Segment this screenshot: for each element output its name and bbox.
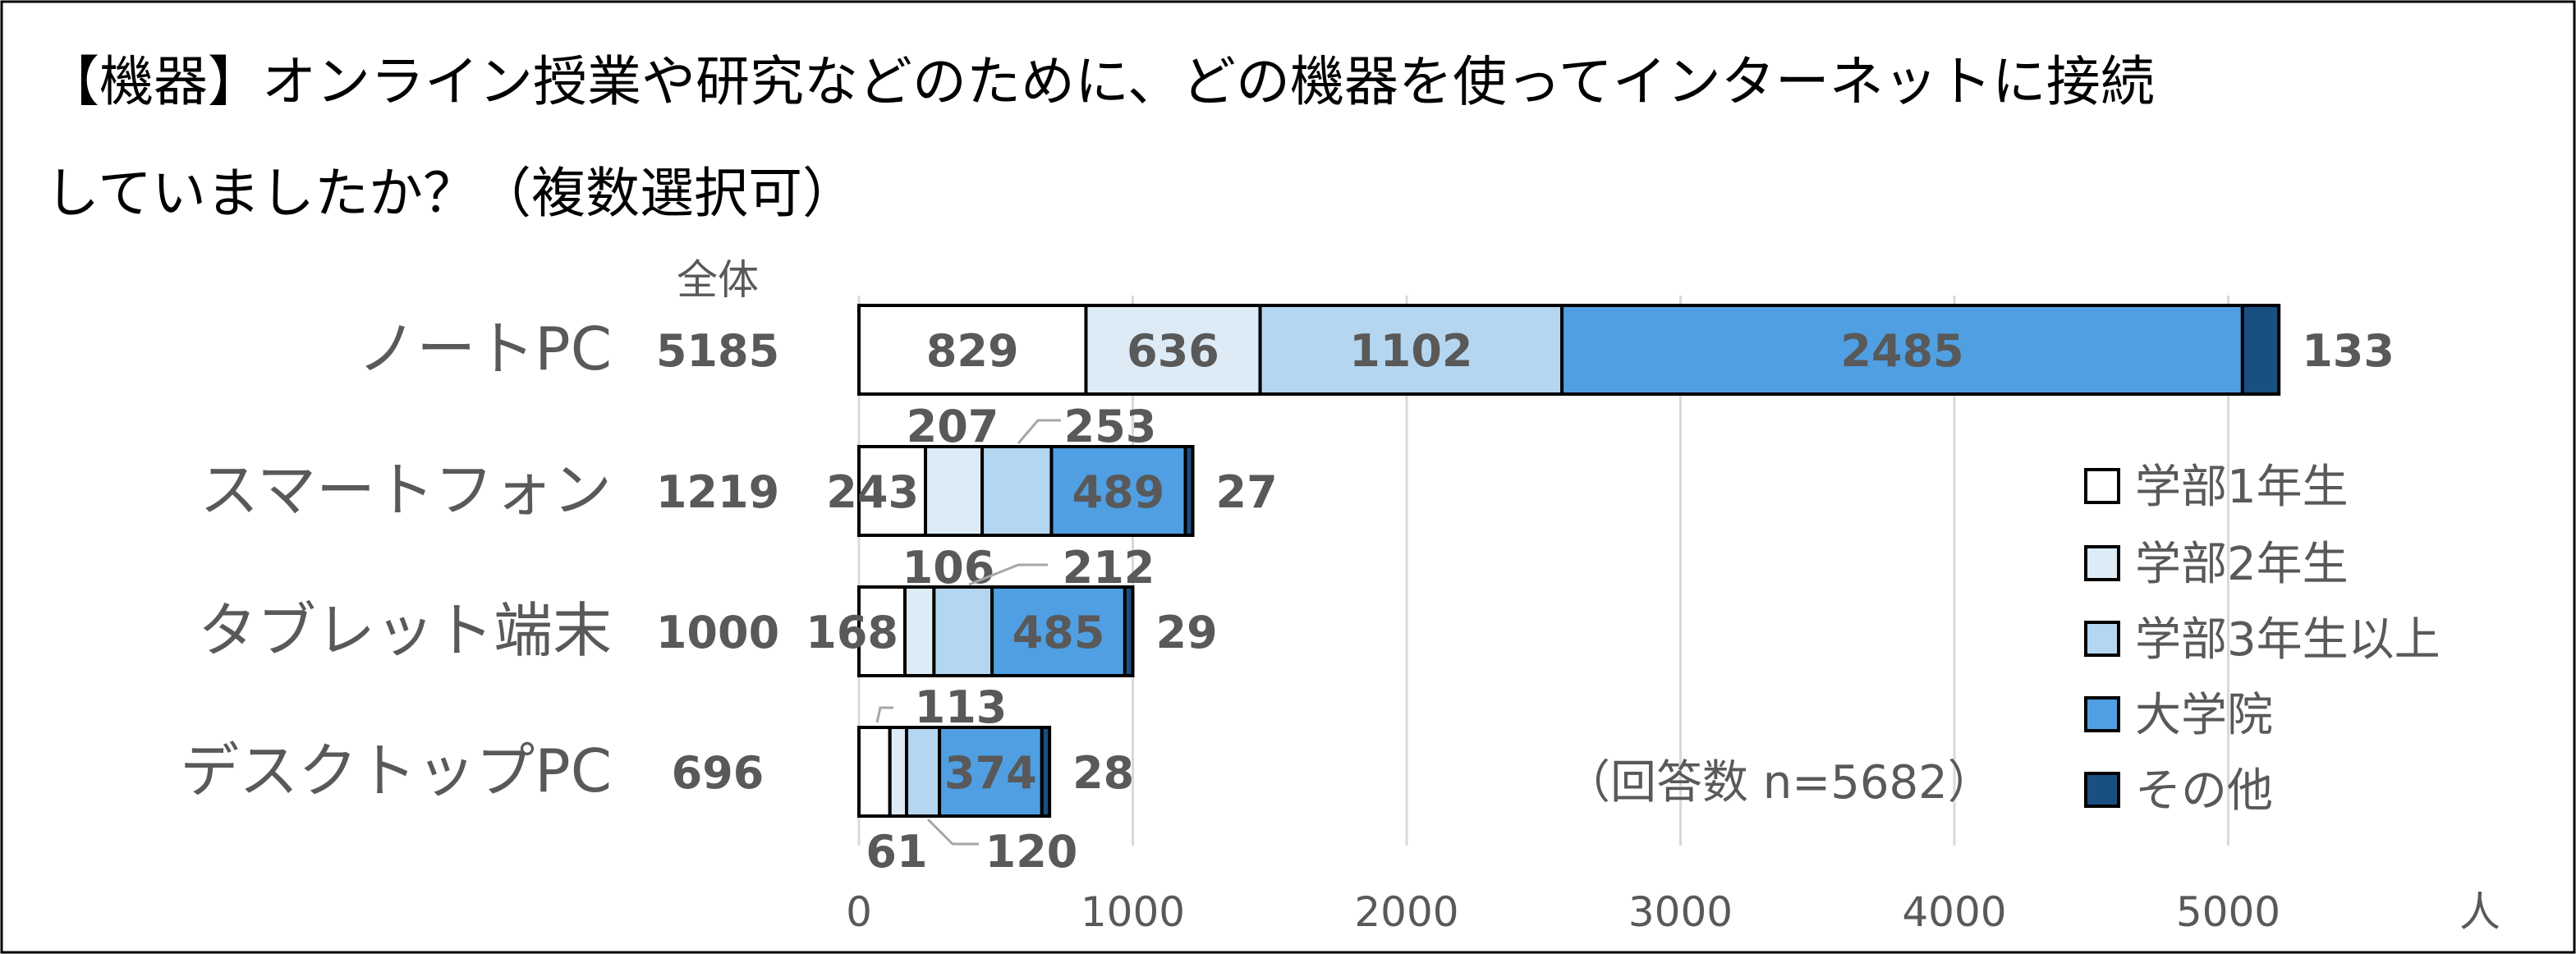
x-tick-label: 0 <box>846 888 872 936</box>
total-value: 5185 <box>656 325 779 377</box>
total-value: 1219 <box>656 466 779 518</box>
response-count-note: （回答数 n=5682） <box>1564 756 1994 810</box>
legend-swatch <box>2084 621 2120 657</box>
chart-title-line1: 【機器】オンライン授業や研究などのために、どの機器を使ってインターネットに接続 <box>45 50 2155 113</box>
data-label: 133 <box>2302 325 2395 377</box>
data-label: 374 <box>944 747 1037 799</box>
bar-segment <box>903 585 936 677</box>
data-label: 2485 <box>1840 325 1963 377</box>
data-label: 168 <box>806 607 898 658</box>
bar-segment <box>938 726 1044 818</box>
category-labels: ノートPC 5185 スマートフォン 1219 タブレット端末 1000 デスクトップPC 6… <box>180 314 779 805</box>
data-label: 1102 <box>1349 325 1472 377</box>
category-label: デスクトップPC <box>180 736 612 805</box>
legend-swatch <box>2084 468 2120 504</box>
legend-label: その他 <box>2135 764 2273 818</box>
x-tick-label: 3000 <box>1628 888 1733 936</box>
bar-segment <box>857 726 892 818</box>
x-tick-label: 4000 <box>1902 888 2006 936</box>
bar-segment <box>1123 585 1135 677</box>
bar-segment <box>1049 445 1187 537</box>
leader-line <box>968 563 1048 586</box>
x-axis-ticks: 0 1000 2000 3000 4000 5000 <box>846 888 2280 936</box>
category-label: スマートフォン <box>200 456 612 525</box>
data-label: 636 <box>1127 325 1219 377</box>
category-label: ノートPC <box>357 314 612 383</box>
bar-segment <box>1258 304 1564 396</box>
data-label: 28 <box>1072 747 1134 799</box>
total-value: 696 <box>672 747 765 799</box>
leader-line <box>875 706 893 723</box>
legend-label: 学部1年生 <box>2135 461 2349 514</box>
x-tick-label: 2000 <box>1354 888 1458 936</box>
legend-label: 大学院 <box>2135 689 2273 742</box>
data-label: 253 <box>1064 401 1157 452</box>
data-label: 207 <box>907 401 999 452</box>
legend-swatch <box>2084 545 2120 581</box>
x-axis-unit: 人 <box>2459 888 2500 936</box>
bar-segment <box>857 585 907 677</box>
legend-swatch <box>2084 696 2120 732</box>
bar-segment <box>1560 304 2244 396</box>
bar-segment <box>1040 726 1052 818</box>
legend-swatch <box>2084 772 2120 808</box>
bar-segment <box>924 445 985 537</box>
total-value: 1000 <box>656 607 779 658</box>
bar-segment <box>888 726 909 818</box>
leader-line <box>1017 419 1061 444</box>
bar-segment <box>990 585 1127 677</box>
bar-segment <box>2240 304 2281 396</box>
x-tick-label: 1000 <box>1081 888 1185 936</box>
data-label: 829 <box>926 325 1019 377</box>
bar-segment <box>980 445 1054 537</box>
category-label: タブレット端末 <box>198 596 612 665</box>
data-label: 485 <box>1012 607 1105 658</box>
data-label: 27 <box>1216 466 1278 518</box>
bar-segment <box>905 726 942 818</box>
legend-label: 学部2年生 <box>2135 538 2349 591</box>
chart-title-line2: していましたか？（複数選択可） <box>45 162 856 225</box>
data-label: 120 <box>985 826 1078 878</box>
data-label: 61 <box>866 826 927 878</box>
total-header: 全体 <box>677 256 759 304</box>
x-tick-label: 5000 <box>2176 888 2280 936</box>
bar-segment <box>1183 445 1195 537</box>
leader-line <box>926 818 979 846</box>
bars <box>857 304 2281 818</box>
data-label: 489 <box>1072 466 1165 518</box>
bar-segment <box>932 585 994 677</box>
data-label: 29 <box>1156 607 1218 658</box>
data-label: 106 <box>902 542 995 594</box>
legend-label: 学部3年生以上 <box>2135 613 2441 667</box>
data-label: 113 <box>915 681 1008 733</box>
data-label: 243 <box>826 466 919 518</box>
data-label: 212 <box>1063 542 1155 594</box>
